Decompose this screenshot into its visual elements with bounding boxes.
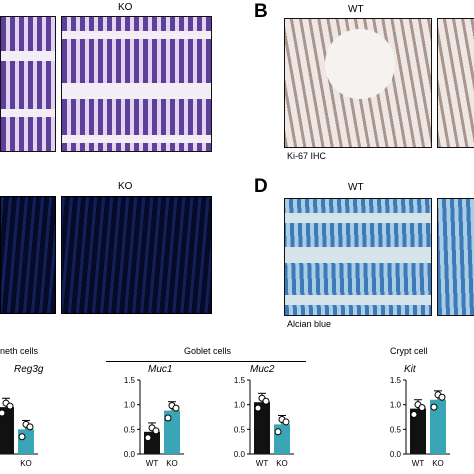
category-label-3-0: WT — [412, 459, 425, 468]
data-point-3-0 — [414, 401, 422, 409]
data-point-0-0 — [0, 409, 6, 417]
data-point-2-1 — [278, 415, 286, 423]
y-tick-label-1: 1.0 — [124, 401, 136, 410]
y-tick-label-3: 0.5 — [390, 425, 402, 434]
bar-2-0 — [254, 402, 270, 454]
data-point-2-1 — [274, 428, 282, 436]
data-point-3-1 — [434, 391, 442, 399]
bar-3-0 — [410, 408, 426, 454]
data-point-3-0 — [418, 404, 426, 412]
bar-1-0 — [144, 431, 160, 454]
category-label-1-1: KO — [166, 459, 178, 468]
data-point-0-0 — [2, 399, 10, 407]
data-point-2-0 — [254, 404, 262, 412]
he-image-wt — [0, 16, 56, 152]
ko-label-middle: KO — [118, 181, 133, 192]
ki67-image-ko — [437, 18, 474, 148]
group-label-crypt: Crypt cell — [390, 346, 428, 356]
data-point-2-1 — [282, 418, 290, 426]
data-point-1-0 — [152, 427, 160, 435]
y-tick-label-1: 0.0 — [124, 450, 136, 459]
category-label-0-1: KO — [20, 459, 32, 468]
wt-label-b: WT — [348, 4, 364, 15]
category-label-2-1: KO — [276, 459, 288, 468]
data-point-3-1 — [430, 403, 438, 411]
ki67-image-wt — [284, 18, 432, 148]
group-label-goblet: Goblet cells — [184, 346, 232, 356]
ko-label-top: KO — [118, 2, 133, 13]
wt-label-d: WT — [348, 182, 364, 193]
data-point-1-1 — [164, 414, 172, 422]
chart-title-2: Muc2 — [250, 364, 275, 375]
data-point-0-1 — [26, 423, 34, 431]
bar-1-1 — [164, 410, 180, 454]
goblet-group-line — [106, 361, 306, 362]
fluorescence-image-ko — [61, 196, 212, 314]
he-image-ko — [61, 16, 212, 152]
chart-title-1: Muc1 — [148, 364, 172, 375]
chart-title-0: Reg3g — [14, 364, 44, 375]
bar-0-0 — [0, 407, 14, 454]
bar-0-1 — [18, 429, 34, 454]
data-point-1-0 — [148, 424, 156, 432]
category-label-2-0: WT — [256, 459, 269, 468]
y-tick-label-3: 1.0 — [390, 401, 402, 410]
category-label-1-0: WT — [146, 459, 159, 468]
y-tick-label-2: 1.5 — [234, 376, 246, 385]
category-label-3-1: KO — [432, 459, 444, 468]
data-point-1-0 — [144, 434, 152, 442]
y-tick-label-2: 0.0 — [234, 450, 246, 459]
bar-2-1 — [274, 424, 290, 454]
panel-letter-b: B — [254, 1, 268, 22]
y-tick-label-2: 0.5 — [234, 425, 246, 434]
y-tick-label-3: 0.0 — [390, 450, 402, 459]
data-point-3-1 — [438, 393, 446, 401]
group-label-paneth: neth cells — [0, 346, 39, 356]
chart-title-3: Kit — [404, 364, 417, 375]
data-point-0-1 — [18, 433, 26, 441]
ki67-caption: Ki-67 IHC — [287, 151, 327, 161]
alcian-image-ko — [437, 198, 474, 316]
fluorescence-image-wt — [0, 196, 56, 314]
data-point-3-0 — [410, 411, 418, 419]
data-point-0-0 — [6, 402, 14, 410]
alcian-image-wt — [284, 198, 432, 316]
y-tick-label-3: 1.5 — [390, 376, 402, 385]
data-point-0-1 — [22, 420, 30, 428]
y-tick-label-1: 1.5 — [124, 376, 136, 385]
data-point-1-1 — [172, 404, 180, 412]
data-point-2-0 — [258, 394, 266, 402]
data-point-1-1 — [168, 402, 176, 410]
y-tick-label-1: 0.5 — [124, 425, 136, 434]
bar-3-1 — [430, 399, 446, 454]
panel-letter-d: D — [254, 176, 268, 197]
data-point-2-0 — [262, 397, 270, 405]
alcian-caption: Alcian blue — [287, 319, 332, 329]
y-tick-label-2: 1.0 — [234, 401, 246, 410]
